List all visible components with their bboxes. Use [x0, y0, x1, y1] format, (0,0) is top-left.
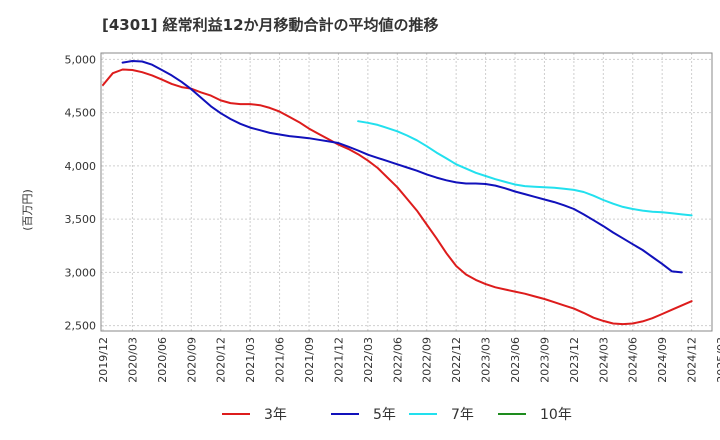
x-tick-label: 2023/12 [568, 337, 581, 383]
legend-label: 5年 [373, 407, 396, 423]
x-tick-label: 2020/09 [185, 337, 198, 383]
x-tick-label: 2021/09 [303, 337, 316, 383]
plot-frame [100, 52, 713, 332]
y-axis-ticks: 2,500 3,000 3,500 4,000 4,500 5,000 [65, 53, 97, 332]
chart-title: [4301] 経常利益12か月移動合計の平均値の推移 [102, 16, 439, 34]
series-lines [102, 60, 693, 326]
x-tick-label: 2024/03 [597, 337, 610, 383]
x-tick-label: 2022/12 [450, 337, 463, 383]
x-tick-label: 2022/06 [391, 337, 404, 383]
x-tick-label: 2024/06 [627, 337, 640, 383]
grid-lines [101, 53, 712, 331]
x-tick-label: 2024/12 [686, 337, 699, 383]
x-tick-label: 2023/09 [538, 337, 551, 383]
x-tick-label: 2021/06 [274, 337, 287, 383]
y-tick-label: 4,000 [65, 160, 97, 173]
x-tick-label: 2024/09 [656, 337, 669, 383]
series-line-3年 [102, 68, 693, 326]
y-tick-label: 3,500 [65, 213, 97, 226]
x-tick-label: 2019/12 [97, 337, 110, 383]
legend: 3年 5年 7年 10年 [222, 407, 572, 423]
x-tick-label: 2023/06 [509, 337, 522, 383]
x-tick-label: 2021/03 [244, 337, 257, 383]
x-tick-label: 2020/06 [156, 337, 169, 383]
y-tick-label: 4,500 [65, 107, 97, 120]
legend-label: 3年 [264, 407, 287, 423]
x-tick-label: 2025/03 [715, 337, 720, 383]
x-tick-label: 2023/03 [480, 337, 493, 383]
x-tick-label: 2021/12 [332, 337, 345, 383]
series-line-5年 [121, 60, 683, 274]
x-tick-label: 2020/03 [126, 337, 139, 383]
x-tick-label: 2022/03 [362, 337, 375, 383]
x-axis-ticks: 2019/12 2020/03 2020/06 2020/09 2020/12 2021/… [97, 337, 720, 383]
y-tick-label: 2,500 [65, 320, 97, 333]
x-tick-label: 2022/09 [421, 337, 434, 383]
x-tick-label: 2020/12 [215, 337, 228, 383]
y-tick-label: 5,000 [65, 53, 97, 66]
legend-label: 7年 [451, 407, 474, 423]
legend-label: 10年 [540, 407, 572, 423]
series-line-7年 [357, 120, 693, 217]
y-tick-label: 3,000 [65, 266, 97, 279]
